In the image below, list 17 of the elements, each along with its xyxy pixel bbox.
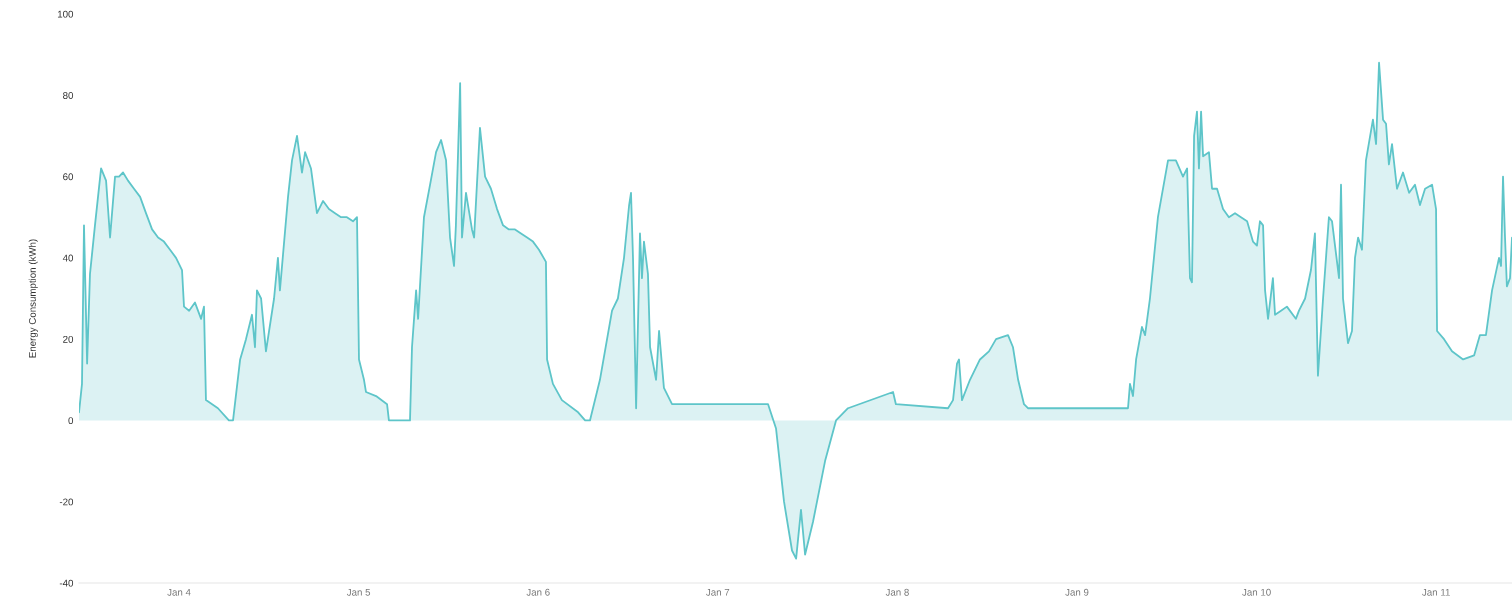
x-tick-label: Jan 6 <box>526 588 550 596</box>
x-tick-label: Jan 8 <box>885 588 909 596</box>
x-tick-label: Jan 7 <box>706 588 730 596</box>
x-tick-label: Jan 9 <box>1065 588 1089 596</box>
y-tick-label: 40 <box>62 254 74 262</box>
y-tick-label: 20 <box>63 335 74 343</box>
y-tick-label: -20 <box>59 498 74 506</box>
y-tick-label: 80 <box>63 92 74 99</box>
y-tick-label: 100 <box>57 10 74 18</box>
y-tick-label: 0 <box>68 417 74 425</box>
x-tick-label: Jan 5 <box>346 588 371 596</box>
y-axis-title: Energy Consumption (kWh) <box>28 239 38 358</box>
x-tick-label: Jan 10 <box>1242 588 1271 596</box>
y-tick-label: 60 <box>63 173 74 181</box>
x-tick-label: Jan 11 <box>1422 588 1450 596</box>
x-tick-label: Jan 4 <box>167 588 191 596</box>
y-tick-label: -40 <box>59 579 74 587</box>
